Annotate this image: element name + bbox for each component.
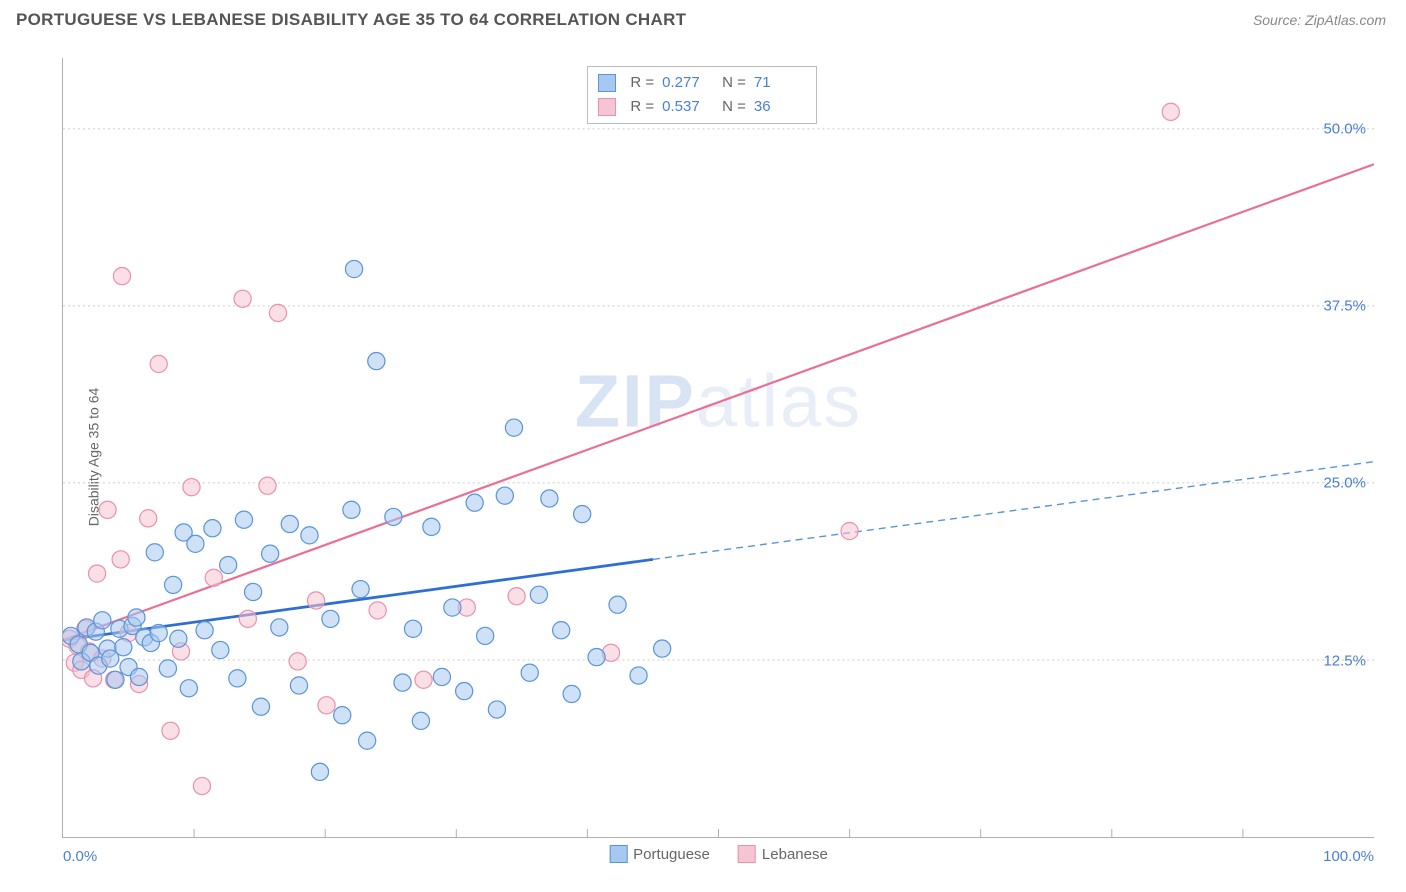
n-label: N = [722,95,746,119]
x-axis-series-legend: Portuguese Lebanese [609,845,828,863]
n-value-portuguese: 71 [754,71,806,95]
r-label: R = [630,71,654,95]
x-axis-start-label: 0.0% [63,848,97,865]
correlation-legend-box: R = 0.277 N = 71 R = 0.537 N = 36 [587,66,817,124]
legend-label-lebanese: Lebanese [762,846,828,863]
n-label: N = [722,71,746,95]
legend-item-portuguese: Portuguese [609,845,710,863]
swatch-portuguese-icon [609,845,627,863]
r-value-lebanese: 0.537 [662,95,714,119]
legend-label-portuguese: Portuguese [633,846,710,863]
legend-item-lebanese: Lebanese [738,845,828,863]
swatch-lebanese-icon [738,845,756,863]
chart-title: PORTUGUESE VS LEBANESE DISABILITY AGE 35… [16,10,686,30]
y-tick-label: 50.0% [1323,120,1366,137]
chart-header: PORTUGUESE VS LEBANESE DISABILITY AGE 35… [0,0,1406,36]
plot-area: ZIPatlas R = 0.277 N = 71 R = 0.537 N = … [62,58,1374,838]
r-value-portuguese: 0.277 [662,71,714,95]
n-value-lebanese: 36 [754,95,806,119]
y-tick-label: 37.5% [1323,298,1366,315]
swatch-portuguese-icon [598,74,616,92]
legend-row-lebanese: R = 0.537 N = 36 [598,95,806,119]
legend-row-portuguese: R = 0.277 N = 71 [598,71,806,95]
y-tick-label: 12.5% [1323,652,1366,669]
y-tick-label: 25.0% [1323,475,1366,492]
r-label: R = [630,95,654,119]
x-axis-end-label: 100.0% [1323,848,1374,865]
swatch-lebanese-icon [598,98,616,116]
chart-area: Disability Age 35 to 64 ZIPatlas R = 0.2… [30,42,1390,872]
chart-svg [63,58,1374,837]
source-attribution: Source: ZipAtlas.com [1253,12,1386,28]
